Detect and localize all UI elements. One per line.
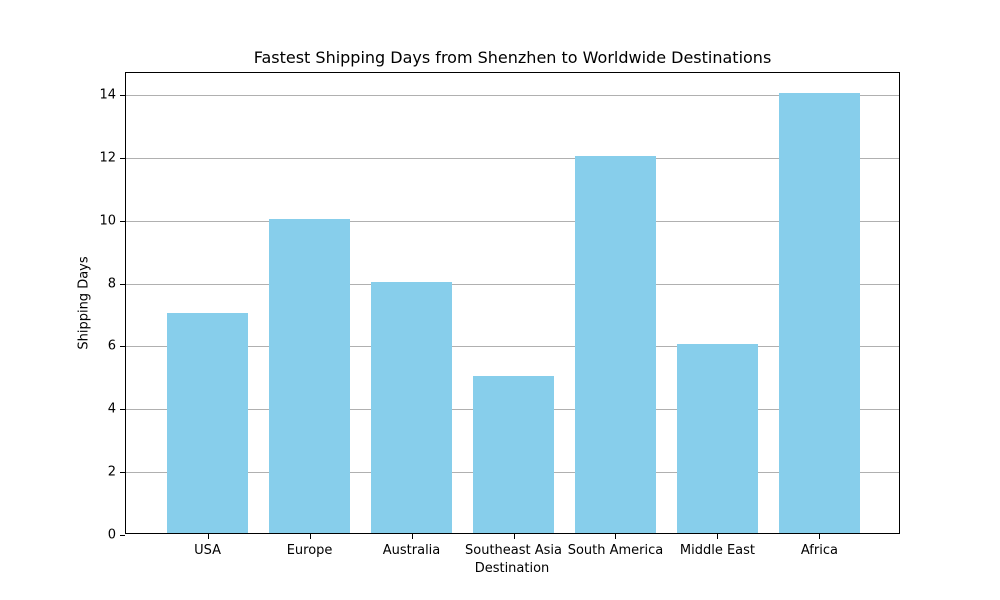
y-tick-label: 10 [99, 213, 116, 229]
x-tick-label: Australia [382, 543, 441, 558]
gridline [126, 157, 899, 159]
y-axis-label: Shipping Days [76, 256, 92, 350]
x-tick-mark [717, 534, 719, 539]
x-tick-label: Southeast Asia [465, 543, 562, 558]
x-tick-label: South America [567, 543, 664, 558]
bar-southeast-asia [472, 375, 555, 533]
y-tick-mark [120, 95, 125, 96]
x-axis-label: Destination [474, 561, 550, 576]
y-tick-mark [120, 535, 125, 536]
y-tick-mark [120, 283, 125, 285]
y-tick-label: 0 [107, 527, 116, 543]
x-tick-mark [615, 534, 617, 539]
x-tick-label: Africa [800, 543, 838, 558]
x-tick-label: USA [194, 543, 222, 558]
gridline [126, 283, 899, 285]
y-tick-label: 8 [107, 276, 116, 292]
y-tick-mark [120, 472, 125, 474]
x-tick-label: Europe [286, 543, 333, 558]
bar-australia [370, 281, 453, 533]
bar-usa [166, 313, 249, 533]
x-tick-mark [207, 534, 209, 539]
bar-europe [268, 218, 351, 533]
y-tick-mark [120, 220, 125, 222]
y-tick-label: 12 [99, 150, 116, 166]
x-tick-mark [819, 534, 821, 539]
x-tick-mark [513, 534, 515, 539]
y-tick-mark [120, 409, 125, 411]
x-tick-mark [309, 534, 311, 539]
y-tick-label: 14 [99, 87, 116, 103]
y-tick-label: 4 [107, 401, 116, 417]
gridline [126, 346, 899, 348]
x-tick-label: Middle East [679, 543, 755, 558]
bar-africa [778, 93, 861, 533]
bar-middle-east [676, 344, 759, 533]
plot-area: 0 2 4 6 8 10 12 14 USA Europe Australia Southeast A… [99, 72, 900, 558]
gridline [126, 95, 899, 96]
y-tick-label: 6 [107, 338, 116, 354]
y-tick-mark [120, 346, 125, 348]
y-tick-mark [120, 157, 125, 159]
bar-south-america [574, 155, 657, 533]
gridline [126, 220, 899, 222]
y-tick-label: 2 [107, 464, 116, 480]
x-tick-mark [411, 534, 413, 539]
chart-title: Fastest Shipping Days from Shenzhen to W… [253, 48, 772, 67]
